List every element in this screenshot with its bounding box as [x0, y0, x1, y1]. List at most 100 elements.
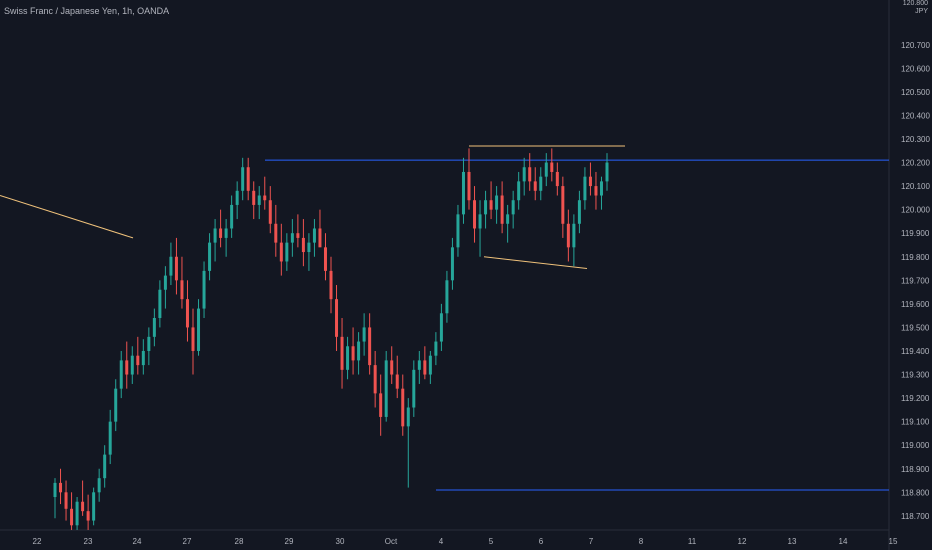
price-tick-label-12: 119.500 — [901, 323, 930, 332]
candle-body — [544, 162, 548, 177]
candle-body — [86, 511, 90, 521]
candle-body — [357, 341, 361, 361]
candle-body — [59, 482, 63, 493]
price-tick-label-14: 119.300 — [901, 371, 930, 380]
time-tick-label-7: Oct — [385, 537, 398, 546]
candle-body — [257, 195, 261, 205]
candle-body — [290, 233, 294, 243]
candle-body — [158, 289, 162, 318]
candle-body — [533, 181, 537, 191]
time-tick-label-3: 27 — [183, 537, 192, 546]
candle-body — [572, 223, 576, 248]
candle-body — [445, 280, 449, 314]
candle-body — [191, 327, 195, 351]
top-price-label: 120.800 — [902, 0, 928, 7]
candle-body — [329, 270, 333, 300]
candle-body — [511, 200, 515, 215]
price-tick-label-9: 119.800 — [901, 253, 930, 262]
candle-body — [351, 346, 355, 361]
candle-body — [450, 247, 454, 281]
candle-body — [417, 360, 421, 370]
candle-body — [379, 393, 383, 417]
candle-body — [555, 171, 559, 187]
price-tick-label-6: 120.100 — [901, 182, 930, 191]
candle-body — [384, 360, 388, 417]
candle-body — [130, 355, 134, 375]
candle-body — [296, 233, 300, 238]
candle-body — [335, 299, 339, 337]
candle-body — [141, 350, 145, 366]
time-tick-label-4: 28 — [235, 537, 244, 546]
candle-body — [75, 501, 79, 526]
time-tick-label-14: 12 — [738, 537, 747, 546]
candle-body — [528, 167, 532, 182]
candle-body — [550, 162, 554, 172]
candle-body — [318, 228, 322, 248]
candle-body — [439, 313, 443, 342]
candle-body — [484, 200, 488, 215]
candle-body — [588, 176, 592, 187]
price-tick-label-5: 120.200 — [901, 159, 930, 168]
candle-body — [252, 190, 256, 205]
candle-body — [583, 176, 587, 201]
time-tick-label-2: 24 — [133, 537, 142, 546]
candle-body — [92, 492, 96, 521]
descending-trendline[interactable] — [0, 195, 134, 239]
candle-body — [412, 369, 416, 408]
candle-body — [346, 346, 350, 370]
time-axis[interactable]: 22 23 24 27 28 29 30 Oct 4 5 6 7 8 11 12 13 14 15 — [33, 537, 898, 546]
candle-body — [423, 360, 427, 375]
candle-body — [125, 360, 129, 375]
candle-body — [401, 388, 405, 427]
candle-body — [219, 228, 223, 238]
candle-body — [197, 308, 201, 351]
candle-body — [406, 407, 410, 427]
candle-body — [373, 365, 377, 394]
candle-body — [70, 508, 74, 526]
price-tick-label-13: 119.400 — [901, 347, 930, 356]
candle-body — [64, 492, 68, 509]
candle-body — [461, 171, 465, 215]
time-tick-label-8: 4 — [439, 537, 444, 546]
candle-body — [263, 195, 267, 201]
time-tick-label-12: 8 — [639, 537, 644, 546]
candle-body — [230, 204, 234, 229]
candle-body — [368, 327, 372, 366]
time-tick-label-11: 7 — [589, 537, 594, 546]
candle-body — [395, 374, 399, 389]
candle-body — [522, 167, 526, 182]
candle-body — [478, 214, 482, 229]
drawing-layer[interactable] — [0, 145, 889, 491]
price-tick-label-7: 120.000 — [901, 206, 930, 215]
price-tick-label-8: 119.900 — [901, 229, 930, 238]
time-tick-label-5: 29 — [285, 537, 294, 546]
candle-body — [323, 247, 327, 271]
candle-body — [605, 162, 609, 182]
symbol-title[interactable]: Swiss Franc / Japanese Yen, 1h, OANDA — [4, 6, 170, 16]
candle-body — [539, 176, 543, 191]
time-tick-label-0: 22 — [33, 537, 42, 546]
candle-body — [136, 355, 140, 366]
currency-label: JPY — [915, 8, 928, 15]
candle-body — [53, 482, 57, 498]
candle-body — [103, 454, 107, 479]
candle-body — [506, 214, 510, 224]
price-tick-label-3: 120.400 — [901, 111, 930, 120]
price-tick-label-10: 119.700 — [901, 276, 930, 285]
candle-body — [495, 195, 499, 210]
candle-body — [279, 242, 283, 262]
candle-body — [119, 360, 123, 389]
time-tick-label-17: 15 — [889, 537, 898, 546]
candle-body — [566, 223, 570, 248]
price-axis[interactable]: 120.700 120.600 120.500 120.400 120.300 120.2… — [901, 41, 930, 521]
range-bottom-line[interactable] — [483, 256, 588, 270]
candle-body — [517, 181, 521, 201]
candle-body — [362, 327, 366, 342]
price-tick-label-17: 119.000 — [901, 441, 930, 450]
candle-body — [434, 341, 438, 356]
candle-body — [185, 299, 189, 328]
candle-body — [147, 336, 151, 351]
price-tick-label-19: 118.800 — [901, 488, 930, 497]
candle-body — [174, 256, 178, 281]
